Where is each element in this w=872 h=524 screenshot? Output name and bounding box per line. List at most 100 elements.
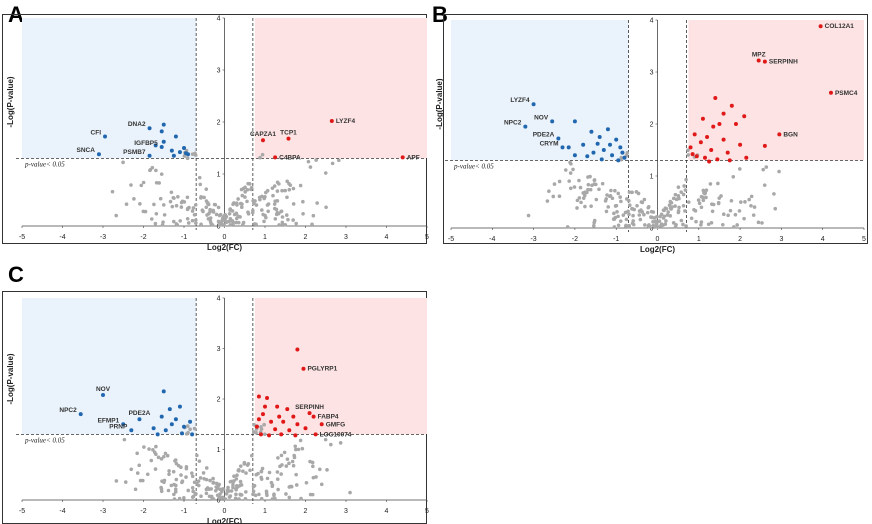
ns-point-c <box>177 496 182 501</box>
down-point-c <box>179 431 184 436</box>
ns-point-b <box>568 186 573 191</box>
ns-point-b <box>526 213 531 218</box>
down-point-b <box>622 155 627 160</box>
ns-point-a <box>285 179 290 184</box>
ns-point-a <box>185 206 190 211</box>
ns-point-b <box>636 191 641 196</box>
ns-point-c <box>254 430 258 435</box>
ns-point-c <box>207 487 211 491</box>
ns-point-a <box>240 193 245 198</box>
up-point-c <box>279 432 284 437</box>
x-tick-label-b: 3 <box>779 236 783 243</box>
gene-label-b: SERPINH <box>769 59 798 66</box>
down-point-a <box>161 139 166 144</box>
y-tick-label-a: 2 <box>217 120 221 127</box>
up-point-c <box>269 419 274 424</box>
ns-point-b <box>696 198 701 202</box>
ns-point-b <box>663 222 668 226</box>
ns-point-c <box>278 464 282 469</box>
ns-point-b <box>762 183 767 187</box>
ns-point-c <box>293 447 298 452</box>
down-point-b <box>572 119 577 124</box>
ns-point-a <box>291 218 295 222</box>
ns-point-a <box>260 152 265 157</box>
ns-point-b <box>577 178 581 183</box>
ns-point-a <box>228 207 232 212</box>
down-point-c <box>151 426 156 431</box>
ns-point-c <box>292 453 296 458</box>
y-tick-label-b: 0 <box>650 226 654 233</box>
down-point-b <box>523 124 528 129</box>
ns-point-c <box>314 475 318 479</box>
ns-point-a <box>272 202 277 206</box>
down-region-c <box>22 298 197 435</box>
ns-point-c <box>138 478 143 483</box>
ns-point-b <box>579 200 583 205</box>
ns-point-c <box>265 476 270 481</box>
ns-point-b <box>749 203 753 208</box>
ns-point-a <box>218 223 222 227</box>
ns-point-b <box>655 225 660 229</box>
gene-label-c: GMFG <box>326 421 346 428</box>
down-point-a <box>159 129 164 134</box>
up-point-b <box>711 124 716 129</box>
up-point-c <box>295 422 300 427</box>
ns-point-b <box>721 212 726 216</box>
ns-point-a <box>141 180 146 185</box>
up-point-b <box>690 152 695 157</box>
ns-point-b <box>616 223 621 228</box>
ns-point-b <box>761 167 766 172</box>
ns-point-a <box>129 183 133 187</box>
down-point-c <box>173 417 178 422</box>
ns-point-b <box>710 202 714 206</box>
gene-label-a: CFI <box>91 130 102 137</box>
ns-point-b <box>612 225 617 229</box>
up-point-b <box>721 111 726 116</box>
ns-point-a <box>161 220 165 224</box>
ns-point-b <box>692 207 696 212</box>
gene-label-a: TCP1 <box>280 130 297 137</box>
ns-point-b <box>676 185 681 190</box>
ns-point-b <box>739 200 743 204</box>
ns-point-c <box>269 480 274 485</box>
ns-point-c <box>228 479 233 484</box>
down-point-c <box>167 407 172 412</box>
gene-label-a: CAPZA1 <box>250 131 276 138</box>
ns-point-c <box>171 469 176 474</box>
down-point-b <box>581 142 586 147</box>
ns-point-a <box>150 165 155 170</box>
ns-point-a <box>190 218 195 223</box>
x-tick-label-a: 1 <box>263 234 267 241</box>
ns-point-c <box>211 481 216 485</box>
ns-point-a <box>214 212 219 217</box>
ns-point-a <box>216 205 221 210</box>
ns-point-b <box>625 151 630 155</box>
up-point-b <box>717 122 722 126</box>
ns-point-c <box>204 487 209 492</box>
ns-point-c <box>218 492 222 496</box>
x-tick-label-b: 5 <box>862 236 866 243</box>
ns-point-a <box>270 186 275 190</box>
up-point-b <box>733 122 738 126</box>
x-tick-label-b: -2 <box>572 236 578 243</box>
ns-point-c <box>259 477 264 481</box>
down-point-c <box>129 428 134 433</box>
up-point-c <box>301 366 306 371</box>
gene-label-a: DNA2 <box>128 121 146 128</box>
x-tick-label-b: -3 <box>530 236 536 243</box>
up-point-b <box>828 90 833 95</box>
ns-point-c <box>249 453 254 458</box>
ns-point-a <box>245 199 249 204</box>
ns-point-b <box>643 223 647 227</box>
ns-point-c <box>263 432 267 437</box>
ns-point-b <box>721 222 725 227</box>
ns-point-a <box>249 185 254 190</box>
ns-point-a <box>186 221 191 225</box>
ns-point-b <box>751 213 756 217</box>
ns-point-c <box>259 427 264 431</box>
ns-point-b <box>669 200 674 205</box>
up-point-a <box>329 118 334 123</box>
ns-point-a <box>160 223 165 227</box>
down-point-b <box>610 153 615 158</box>
x-tick-label-b: -5 <box>448 236 454 243</box>
